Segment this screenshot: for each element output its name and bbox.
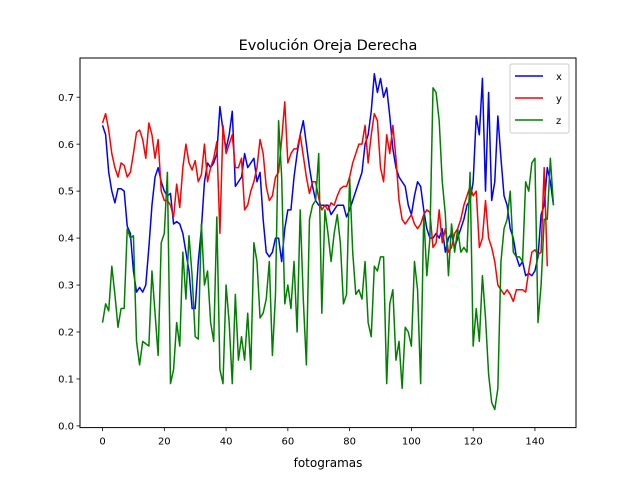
x-tick-label: 60 bbox=[281, 437, 294, 448]
legend: xyz bbox=[509, 63, 570, 134]
y-tick-label: 0.0 bbox=[58, 422, 74, 433]
y-tick-label: 0.2 bbox=[58, 328, 74, 339]
series-line-x bbox=[101, 72, 555, 310]
chart-title: Evolución Oreja Derecha bbox=[239, 38, 418, 54]
x-tick-label: 100 bbox=[402, 437, 421, 448]
x-axis-label: fotogramas bbox=[294, 456, 363, 470]
plot-frame bbox=[79, 57, 577, 429]
x-tick-label: 140 bbox=[525, 437, 544, 448]
x-tick-label: 0 bbox=[99, 437, 105, 448]
y-tick-label: 0.1 bbox=[58, 375, 74, 386]
y-tick-label: 0.4 bbox=[58, 234, 74, 245]
legend-label-z: z bbox=[556, 116, 561, 127]
x-tick-label: 80 bbox=[343, 437, 356, 448]
x-axis-ticks: 0 20 40 60 80 100 120 140 bbox=[99, 427, 544, 448]
y-axis-ticks: 0.0 0.1 0.2 0.3 0.4 0.5 0.6 0.7 bbox=[58, 93, 80, 433]
y-tick-label: 0.6 bbox=[58, 140, 74, 151]
y-tick-label: 0.5 bbox=[58, 187, 74, 198]
legend-label-x: x bbox=[556, 72, 562, 83]
y-tick-label: 0.3 bbox=[58, 281, 74, 292]
plot-series bbox=[101, 72, 555, 411]
legend-label-y: y bbox=[556, 94, 562, 105]
series-line-z bbox=[101, 87, 555, 411]
x-tick-label: 40 bbox=[220, 437, 233, 448]
x-tick-label: 20 bbox=[158, 437, 171, 448]
series-line-y bbox=[101, 101, 549, 303]
y-tick-label: 0.7 bbox=[58, 93, 74, 104]
x-tick-label: 120 bbox=[464, 437, 483, 448]
